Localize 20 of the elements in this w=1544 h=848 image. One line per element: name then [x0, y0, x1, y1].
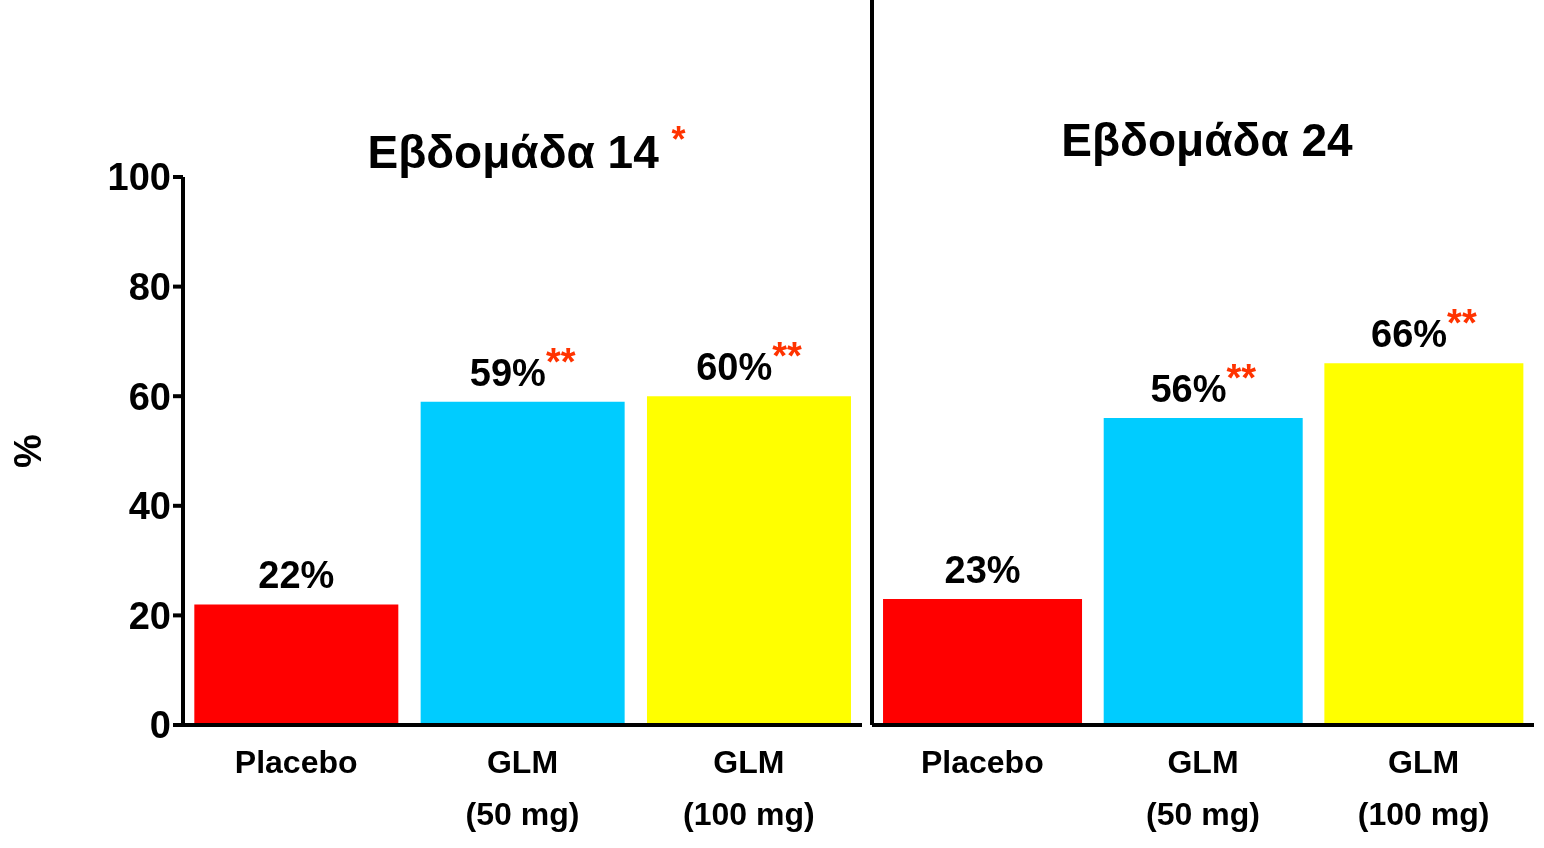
bar	[420, 401, 625, 725]
x-tick-label: GLM (100 mg)	[683, 744, 815, 832]
y-tick-label: 100	[107, 156, 171, 199]
x-tick-label: Placebo	[920, 744, 1044, 780]
x-tick-label: GLM (100 mg)	[1357, 744, 1490, 832]
data-label: 23%	[944, 548, 1021, 591]
y-tick-label: 80	[128, 266, 171, 309]
x-tick-label: GLM (50 mg)	[465, 744, 580, 832]
x-tick-label: Placebo	[234, 744, 358, 780]
y-tick-label: 0	[149, 704, 171, 747]
y-tick-label: 60	[128, 375, 171, 418]
x-tick-label: GLM (50 mg)	[1146, 744, 1260, 832]
bar	[646, 396, 851, 725]
y-tick-label: 40	[128, 485, 171, 528]
chart-title: Εβδομάδα 14 $^{*}$	[366, 118, 687, 179]
y-axis-title: %	[7, 434, 50, 468]
data-label: 22%	[258, 554, 335, 597]
chart-title: Εβδομάδα 24	[1060, 113, 1354, 166]
bar	[194, 604, 399, 725]
y-tick-label: 20	[128, 594, 171, 637]
